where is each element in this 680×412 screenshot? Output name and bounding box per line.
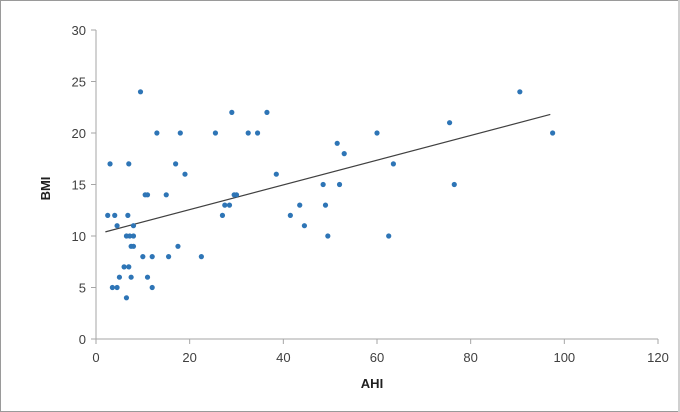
tick-labels: 0 5 10 15 20 25 30 0 20 40 60 80 100 120 xyxy=(72,23,669,365)
data-point xyxy=(149,254,155,260)
x-axis-title: AHI xyxy=(361,376,383,391)
x-tick-label: 120 xyxy=(647,350,669,365)
data-point xyxy=(165,254,172,260)
data-point xyxy=(177,130,183,136)
x-tick-label: 80 xyxy=(463,350,477,365)
x-tick-label: 100 xyxy=(553,350,575,365)
data-point xyxy=(137,89,144,95)
data-point xyxy=(123,295,130,301)
y-tick-label: 0 xyxy=(79,332,86,347)
data-point xyxy=(144,274,151,280)
data-point xyxy=(126,161,132,167)
data-point xyxy=(336,181,343,188)
data-point xyxy=(149,284,155,291)
data-point xyxy=(127,233,133,239)
data-point xyxy=(112,212,118,218)
data-point xyxy=(126,264,132,270)
data-point xyxy=(128,274,134,280)
y-tick-label: 20 xyxy=(72,126,86,141)
axes xyxy=(95,30,658,340)
data-points xyxy=(105,89,556,301)
data-point xyxy=(163,192,169,198)
data-point xyxy=(154,130,160,136)
data-point xyxy=(198,254,204,260)
data-point xyxy=(325,233,331,239)
data-point xyxy=(121,264,127,270)
data-point xyxy=(334,140,340,146)
data-point xyxy=(144,192,151,198)
data-point xyxy=(245,130,251,136)
y-axis-title: BMI xyxy=(38,177,53,201)
data-point xyxy=(233,192,240,198)
data-point xyxy=(287,212,293,218)
data-point xyxy=(297,202,303,208)
y-tick-label: 25 xyxy=(72,75,86,90)
data-point xyxy=(125,212,131,218)
data-point xyxy=(550,130,556,136)
data-point xyxy=(264,109,270,115)
x-tick-label: 0 xyxy=(92,350,99,365)
data-point xyxy=(222,202,228,208)
data-point xyxy=(390,161,396,167)
data-point xyxy=(301,223,308,229)
y-tick-label: 30 xyxy=(72,23,86,38)
data-point xyxy=(130,243,137,249)
y-tick-label: 15 xyxy=(72,178,86,193)
data-point xyxy=(226,202,233,208)
data-point xyxy=(322,202,329,208)
data-point xyxy=(451,181,457,188)
x-tick-label: 40 xyxy=(276,350,290,365)
data-point xyxy=(219,212,226,218)
data-point xyxy=(140,254,146,260)
x-tick-label: 60 xyxy=(370,350,384,365)
trendline xyxy=(105,113,551,233)
data-point xyxy=(374,130,380,136)
data-point xyxy=(320,181,326,188)
data-point xyxy=(175,243,181,249)
data-point xyxy=(173,161,179,167)
data-point xyxy=(182,171,188,177)
data-point xyxy=(517,89,523,95)
data-point xyxy=(273,171,279,177)
data-point xyxy=(341,151,347,157)
x-tick-label: 20 xyxy=(182,350,196,365)
data-point xyxy=(105,212,111,218)
ticks xyxy=(91,29,659,344)
data-point xyxy=(254,130,261,136)
data-point xyxy=(107,161,113,167)
data-point xyxy=(109,284,115,291)
y-tick-label: 10 xyxy=(72,229,86,244)
y-tick-label: 5 xyxy=(79,281,86,296)
data-point xyxy=(114,284,120,291)
data-point xyxy=(130,223,137,229)
chart-frame-edge xyxy=(678,0,680,412)
data-point xyxy=(229,109,235,115)
data-point xyxy=(116,274,123,280)
data-point xyxy=(114,223,120,229)
data-point xyxy=(446,120,453,126)
data-point xyxy=(386,233,392,239)
data-point xyxy=(130,233,137,239)
data-point xyxy=(212,130,219,136)
